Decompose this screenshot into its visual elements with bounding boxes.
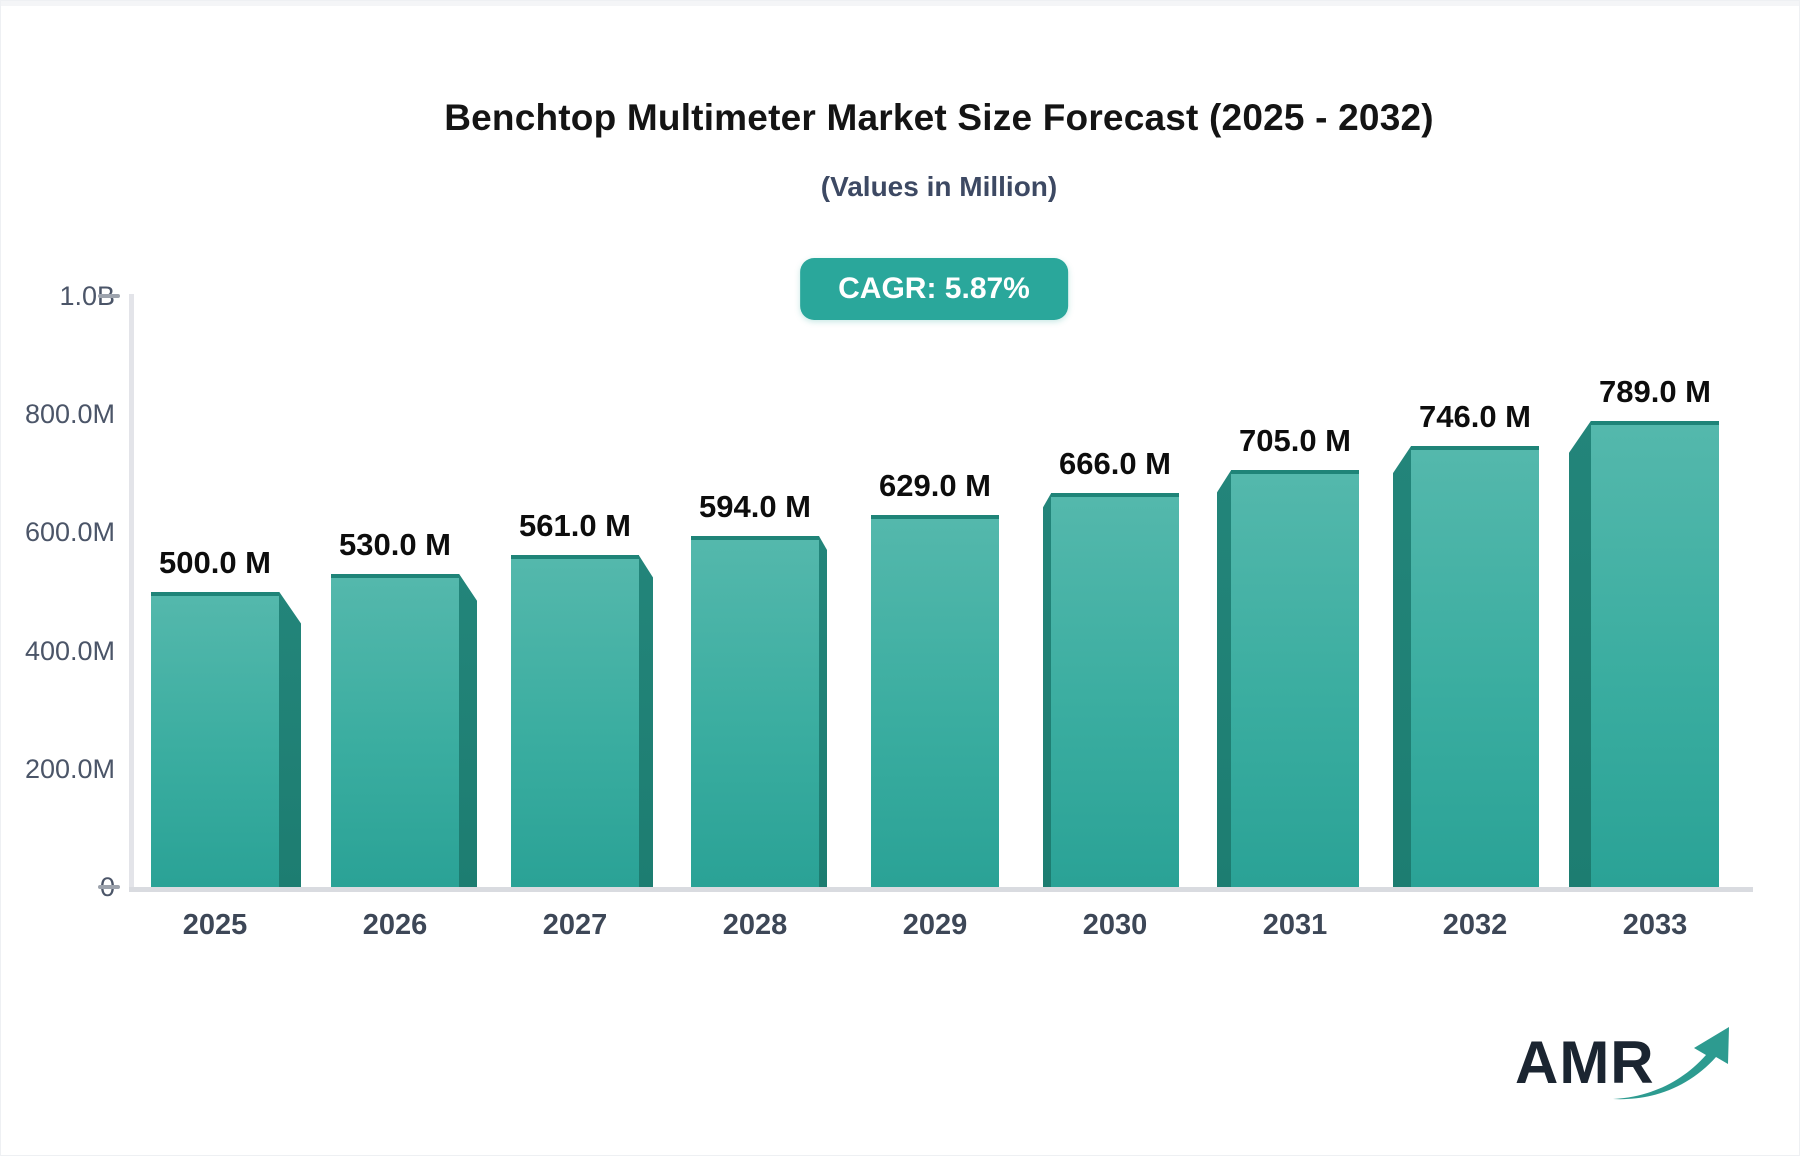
bar-face-2028 xyxy=(691,535,819,887)
bar-2027[interactable] xyxy=(511,555,653,887)
bar-2033[interactable] xyxy=(1569,420,1719,887)
x-tick-label-2033: 2033 xyxy=(1622,909,1688,941)
bar-face-2032 xyxy=(1411,446,1539,887)
cagr-badge: CAGR: 5.87% xyxy=(800,258,1068,320)
bar-face-2031 xyxy=(1231,470,1359,887)
bar-value-label-2029: 629.0 M xyxy=(878,468,992,504)
bar-value-label-2028: 594.0 M xyxy=(698,488,812,524)
y-tick-label-800.0M: 800.0M xyxy=(24,399,115,430)
bar-value-label-2026: 530.0 M xyxy=(338,526,452,562)
bar-side-face-2025 xyxy=(279,591,301,887)
y-tick-label-400.0M: 400.0M xyxy=(24,635,115,666)
x-tick-label-2029: 2029 xyxy=(902,909,968,941)
bar-side-face-2028 xyxy=(819,535,827,887)
bar-face-2030 xyxy=(1051,493,1179,887)
bar-value-label-2025: 500.0 M xyxy=(158,544,272,580)
x-tick-label-2025: 2025 xyxy=(182,909,248,941)
bar-value-label-2032: 746.0 M xyxy=(1418,399,1532,435)
bar-side-face-2033 xyxy=(1569,420,1591,887)
bar-side-face-2030 xyxy=(1043,493,1051,887)
bar-2030[interactable] xyxy=(1043,493,1179,887)
bar-2031[interactable] xyxy=(1217,470,1359,887)
bar-value-label-2027: 561.0 M xyxy=(518,508,632,544)
bar-side-face-2026 xyxy=(459,573,477,887)
bar-value-label-2030: 666.0 M xyxy=(1058,446,1172,482)
y-tick-label-600.0M: 600.0M xyxy=(24,517,115,548)
bar-face-2027 xyxy=(511,555,639,887)
bar-side-face-2031 xyxy=(1217,470,1231,887)
x-tick-label-2026: 2026 xyxy=(362,909,428,941)
x-tick-label-2027: 2027 xyxy=(542,909,608,941)
x-axis-baseline xyxy=(129,887,1753,892)
bar-2026[interactable] xyxy=(331,573,477,887)
y-tick-mark-1.0B xyxy=(98,294,120,298)
bar-2032[interactable] xyxy=(1393,446,1539,887)
chart-subtitle: (Values in Million) xyxy=(820,171,1058,202)
bar-face-2025 xyxy=(151,591,279,887)
amr-logo-text: AMR xyxy=(1515,1029,1655,1096)
x-tick-label-2028: 2028 xyxy=(722,909,788,941)
x-tick-label-2032: 2032 xyxy=(1442,909,1508,941)
bar-value-label-2033: 789.0 M xyxy=(1598,373,1712,409)
bar-face-2026 xyxy=(331,573,459,887)
top-border-strip xyxy=(1,1,1799,6)
bar-face-2029 xyxy=(871,515,999,887)
amr-logo-arrow-icon xyxy=(1613,1027,1729,1100)
bar-2028[interactable] xyxy=(691,535,827,887)
bar-value-label-2031: 705.0 M xyxy=(1238,423,1352,459)
amr-logo: AMR xyxy=(1515,1027,1729,1100)
x-tick-label-2030: 2030 xyxy=(1082,909,1148,941)
chart-title: Benchtop Multimeter Market Size Forecast… xyxy=(444,97,1434,138)
x-tick-label-2031: 2031 xyxy=(1262,909,1328,941)
bar-side-face-2027 xyxy=(639,555,653,887)
bar-2025[interactable] xyxy=(151,591,301,887)
bar-side-face-2032 xyxy=(1393,446,1411,887)
y-tick-mark-0 xyxy=(98,885,120,889)
bar-2029[interactable] xyxy=(871,515,999,887)
bar-face-2033 xyxy=(1591,420,1719,887)
y-tick-label-200.0M: 200.0M xyxy=(24,753,115,784)
y-axis-line xyxy=(129,294,134,892)
